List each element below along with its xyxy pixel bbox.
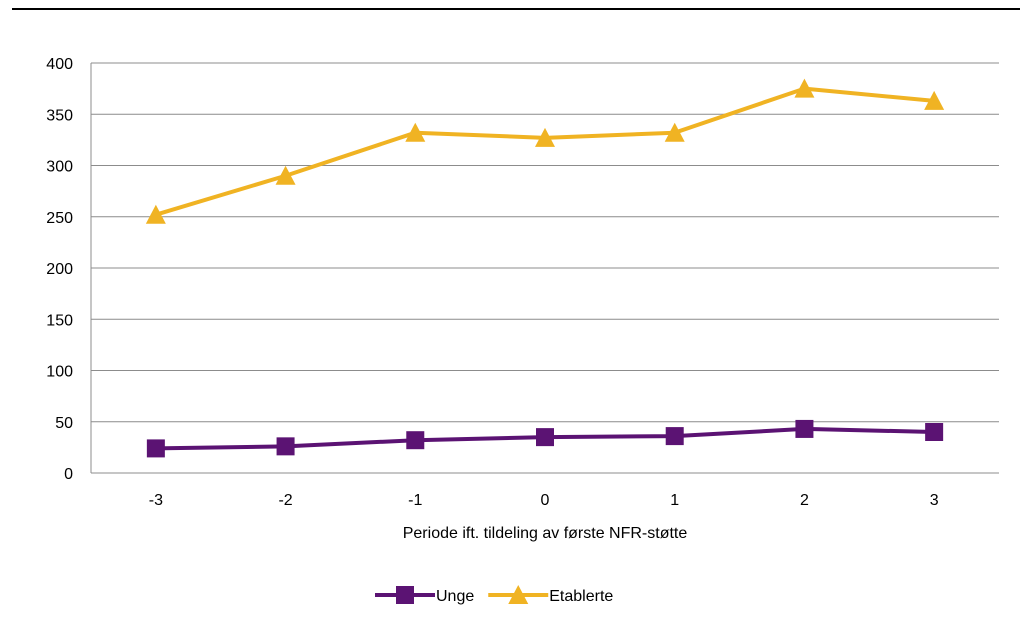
data-point-unge [536, 428, 554, 447]
legend-marker [396, 586, 414, 604]
data-point-etablerte [145, 204, 166, 224]
legend-label-etablerte: Etablerte [549, 588, 613, 605]
legend-item-etablerte: Etablerte [488, 585, 613, 605]
legend-marker [508, 585, 529, 604]
y-tick-label: 250 [46, 210, 73, 227]
y-tick-label: 400 [46, 56, 73, 73]
series-unge [146, 419, 944, 458]
y-tick-label: 200 [46, 261, 73, 278]
series-lines [145, 78, 945, 458]
data-point-unge [406, 431, 425, 450]
x-tick-label: 2 [800, 492, 809, 509]
y-axis-ticks: 0 50 100 150 200 250 300 350 400 [46, 56, 73, 483]
x-tick-label: 1 [670, 492, 679, 509]
x-tick-label: 0 [541, 492, 550, 509]
x-tick-label: -1 [408, 492, 422, 509]
y-tick-label: 0 [64, 466, 73, 483]
top-rule [12, 8, 1020, 10]
x-tick-label: -2 [278, 492, 292, 509]
y-tick-label: 350 [46, 107, 73, 124]
data-point-etablerte [535, 127, 555, 147]
legend: Unge Etablerte [375, 585, 613, 605]
x-tick-label: 3 [930, 492, 939, 509]
y-tick-label: 300 [46, 159, 73, 176]
data-point-unge [665, 427, 684, 446]
data-point-unge [795, 419, 814, 438]
data-point-etablerte [275, 165, 296, 185]
legend-item-unge: Unge [375, 586, 474, 605]
series-line-etablerte [155, 86, 935, 217]
x-tick-label: -3 [149, 492, 163, 509]
data-point-unge [146, 439, 165, 458]
y-tick-label: 100 [46, 364, 73, 381]
data-point-etablerte [664, 122, 685, 142]
data-point-etablerte [405, 122, 426, 142]
series-etablerte [145, 78, 945, 224]
x-axis-title: Periode ift. tildeling av første NFR-stø… [403, 525, 688, 542]
data-point-unge [925, 423, 944, 441]
gridlines [91, 62, 999, 474]
data-point-etablerte [794, 78, 815, 98]
data-point-etablerte [924, 90, 945, 110]
legend-label-unge: Unge [436, 588, 474, 605]
data-point-unge [276, 437, 295, 456]
y-tick-label: 150 [46, 312, 73, 329]
x-axis-ticks: -3 -2 -1 0 1 2 3 [149, 492, 939, 509]
y-tick-label: 50 [55, 415, 73, 432]
